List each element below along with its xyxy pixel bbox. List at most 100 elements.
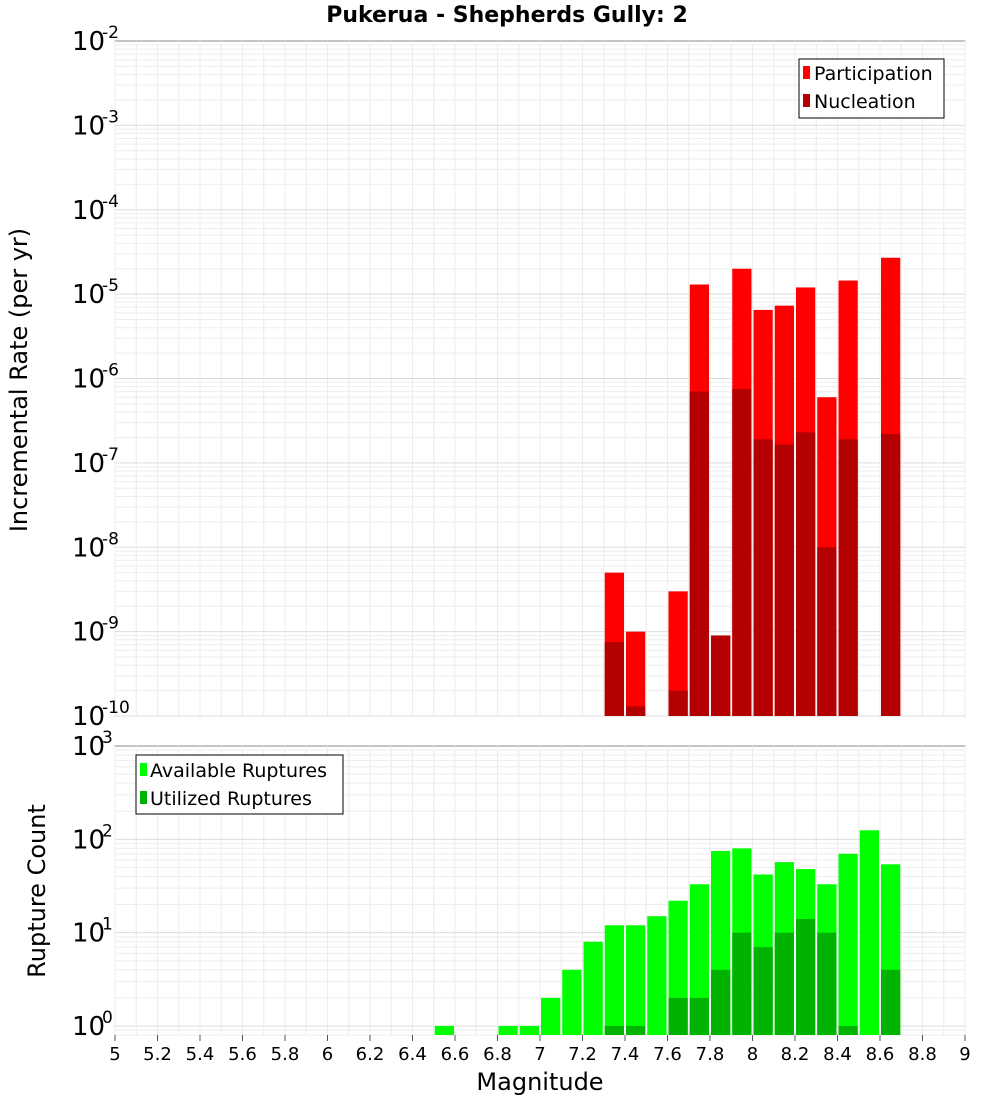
- bar-available-ruptures: [434, 1025, 454, 1035]
- legend-available-swatch: [140, 763, 147, 776]
- bar-overlay-utilized-ruptures: [796, 919, 816, 1035]
- bar-overlay-nucleation: [753, 439, 773, 716]
- x-tick-label: 6.2: [356, 1044, 385, 1065]
- top-y-tick-label: 10: [72, 280, 105, 310]
- bar-overlay-nucleation: [604, 642, 624, 716]
- x-tick-label: 9: [959, 1044, 970, 1065]
- top-y-tick-exponent: -5: [102, 276, 119, 296]
- bar-overlay-utilized-ruptures: [881, 969, 901, 1035]
- bar-overlay-nucleation: [668, 690, 688, 716]
- bar-available-ruptures: [859, 830, 879, 1035]
- x-tick-label: 8.4: [823, 1044, 852, 1065]
- bar-available-ruptures: [626, 925, 646, 1035]
- legend-utilized-label: Utilized Ruptures: [150, 788, 312, 810]
- bottom-legend-box: [135, 754, 344, 815]
- x-tick-label: 6.6: [441, 1044, 470, 1065]
- top-y-tick-exponent: -8: [102, 529, 119, 549]
- bar-available-ruptures: [562, 969, 582, 1035]
- bar-overlay-utilized-ruptures: [689, 997, 709, 1035]
- bar-overlay-nucleation: [774, 444, 794, 716]
- bar-overlay-utilized-ruptures: [838, 1025, 858, 1035]
- bar-overlay-nucleation: [626, 706, 646, 716]
- bar-overlay-nucleation: [881, 433, 901, 716]
- bottom-y-tick-label: 10: [72, 825, 105, 855]
- bar-available-ruptures: [583, 941, 603, 1035]
- bottom-bars: [434, 830, 901, 1035]
- top-y-tick-exponent: -10: [102, 698, 130, 718]
- x-tick-label: 8.6: [866, 1044, 895, 1065]
- x-tick-label: 6: [322, 1044, 333, 1065]
- top-y-tick-exponent: -3: [102, 107, 119, 127]
- legend-participation-swatch: [803, 66, 810, 79]
- bar-available-ruptures: [647, 916, 667, 1035]
- x-tick-label: 7.8: [696, 1044, 725, 1065]
- bottom-y-tick-label: 10: [72, 732, 105, 762]
- bottom-y-tick-exponent: 3: [102, 728, 113, 748]
- bar-overlay-utilized-ruptures: [668, 997, 688, 1035]
- x-tick-label: 5.6: [228, 1044, 257, 1065]
- top-legend: Participation Nucleation: [798, 58, 945, 119]
- legend-available-label: Available Ruptures: [150, 760, 327, 782]
- x-tick-label: 5.2: [143, 1044, 172, 1065]
- bottom-legend: Available Ruptures Utilized Ruptures: [135, 754, 344, 815]
- legend-utilized-swatch: [140, 791, 147, 804]
- top-y-tick-label: 10: [72, 702, 105, 732]
- top-y-tick-exponent: -2: [102, 23, 119, 43]
- bar-available-ruptures: [838, 853, 858, 1035]
- top-legend-box: [798, 58, 945, 119]
- x-tick-label: 7.2: [568, 1044, 597, 1065]
- top-y-tick-exponent: -7: [102, 445, 119, 465]
- bar-available-ruptures: [519, 1025, 539, 1035]
- top-y-tick-label: 10: [72, 618, 105, 648]
- bar-overlay-utilized-ruptures: [732, 932, 752, 1035]
- bar-overlay-nucleation: [796, 432, 816, 716]
- bar-overlay-utilized-ruptures: [774, 932, 794, 1035]
- x-tick-label: 7.4: [611, 1044, 640, 1065]
- bottom-y-axis-label: Rupture Count: [23, 804, 51, 978]
- top-y-tick-label: 10: [72, 111, 105, 141]
- bar-overlay-nucleation: [817, 547, 837, 716]
- x-axis-label: Magnitude: [476, 1068, 603, 1096]
- bar-overlay-nucleation: [838, 439, 858, 716]
- x-tick-label: 5.4: [186, 1044, 215, 1065]
- bar-available-ruptures: [541, 997, 561, 1035]
- bar-overlay-utilized-ruptures: [711, 969, 731, 1035]
- top-y-tick-label: 10: [72, 27, 105, 57]
- x-tick-label: 8: [747, 1044, 758, 1065]
- top-y-tick-labels: 10-210-310-410-510-610-710-810-910-10: [72, 23, 130, 732]
- x-tick-label: 7: [534, 1044, 545, 1065]
- bottom-y-tick-label: 10: [72, 1012, 105, 1042]
- bar-participation: [668, 591, 688, 716]
- chart-title: Pukerua - Shepherds Gully: 2: [326, 3, 688, 28]
- x-tick-label: 6.4: [398, 1044, 427, 1065]
- x-tick-label: 6.8: [483, 1044, 512, 1065]
- top-y-tick-exponent: -6: [102, 361, 119, 381]
- top-y-tick-label: 10: [72, 449, 105, 479]
- bar-overlay-utilized-ruptures: [753, 947, 773, 1035]
- bar-available-ruptures: [604, 925, 624, 1035]
- x-tick-label: 8.2: [781, 1044, 810, 1065]
- top-gridlines: [114, 41, 966, 717]
- bar-overlay-utilized-ruptures: [817, 932, 837, 1035]
- bar-overlay-nucleation: [732, 389, 752, 716]
- x-tick-label: 7.6: [653, 1044, 682, 1065]
- x-tick-label: 8.8: [908, 1044, 937, 1065]
- bottom-y-tick-exponent: 0: [102, 1008, 113, 1028]
- x-tick-label: 5: [109, 1044, 120, 1065]
- top-bars: [604, 257, 901, 716]
- legend-nucleation-label: Nucleation: [814, 91, 916, 113]
- x-tick-label: 5.8: [271, 1044, 300, 1065]
- legend-participation-label: Participation: [814, 63, 933, 85]
- bar-available-ruptures: [689, 884, 709, 1035]
- top-y-tick-label: 10: [72, 365, 105, 395]
- x-tick-labels: 5 5.2 5.4 5.6 5.8 6 6.2 6.4 6.6 6.8 7 7.2 7.4 7.6 7.8 8…: [109, 1035, 971, 1065]
- top-y-axis-label: Incremental Rate (per yr): [5, 228, 33, 532]
- bar-participation: [626, 631, 646, 716]
- bar-overlay-utilized-ruptures: [626, 1025, 646, 1035]
- bar-overlay-utilized-ruptures: [604, 1025, 624, 1035]
- participation-rate-panel: 10-210-310-410-510-610-710-810-910-10 In…: [5, 23, 966, 732]
- bottom-y-tick-exponent: 2: [102, 821, 113, 841]
